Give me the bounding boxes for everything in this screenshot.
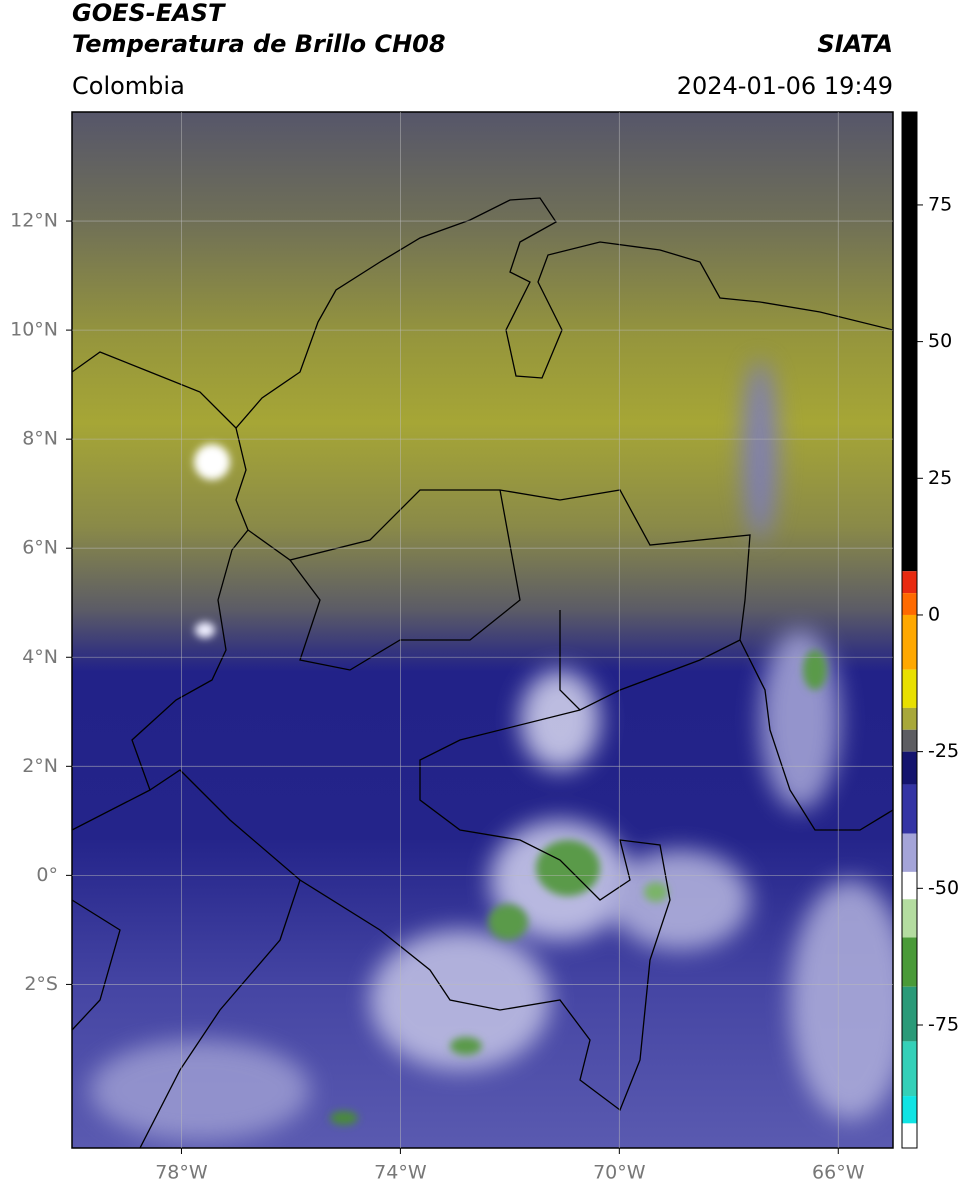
colorbar-segment (902, 593, 917, 615)
colorbar-frame (901, 111, 918, 1149)
map-frame (71, 111, 894, 1149)
colorbar-segment (902, 707, 917, 730)
subtitle: Temperatura de Brillo CH08 (72, 30, 446, 58)
colorbar-segment (902, 614, 917, 670)
x-tick-label: 70°W (593, 1162, 646, 1184)
colorbar-segment (902, 751, 917, 785)
colorbar-segment (902, 729, 917, 752)
y-tick-label: 2°N (22, 755, 58, 777)
colorbar-segment (902, 833, 917, 872)
colorbar-segment (902, 571, 917, 594)
timestamp: 2024-01-06 19:49 (677, 72, 893, 100)
colorbar-segment (902, 784, 917, 834)
colorbar-tick-label: 25 (928, 467, 952, 489)
y-tick-label: 6°N (22, 537, 58, 559)
colorbar-segment (902, 669, 917, 708)
colorbar-tick-label: 50 (928, 330, 952, 352)
colorbar-segment (902, 986, 917, 1042)
colorbar (902, 112, 917, 1148)
y-tick-label: 0° (36, 864, 58, 886)
colorbar-segment (902, 871, 917, 900)
region: Colombia (72, 72, 185, 100)
colorbar-tick-label: -25 (928, 740, 959, 762)
colorbar-segment (902, 1041, 917, 1097)
colorbar-tick-label: -75 (928, 1013, 959, 1035)
source: SIATA (817, 30, 893, 58)
x-tick-label: 66°W (812, 1162, 865, 1184)
colorbar-segment (902, 937, 917, 987)
satellite-image (72, 112, 893, 1148)
y-tick-label: 10°N (10, 319, 58, 341)
colorbar-segment (902, 1123, 917, 1148)
colorbar-tick-label: -50 (928, 877, 959, 899)
colorbar-segment (902, 1096, 917, 1124)
x-tick-label: 78°W (155, 1162, 208, 1184)
y-tick-label: 8°N (22, 428, 58, 450)
colorbar-segment (902, 899, 917, 938)
colorbar-tick-label: 75 (928, 193, 952, 215)
colorbar-segment (902, 112, 917, 572)
y-tick-label: 12°N (10, 210, 58, 232)
title: GOES-EAST (72, 0, 226, 27)
x-tick-label: 74°W (374, 1162, 427, 1184)
y-tick-label: 2°S (24, 973, 58, 995)
colorbar-tick-label: 0 (928, 603, 940, 625)
y-tick-label: 4°N (22, 646, 58, 668)
